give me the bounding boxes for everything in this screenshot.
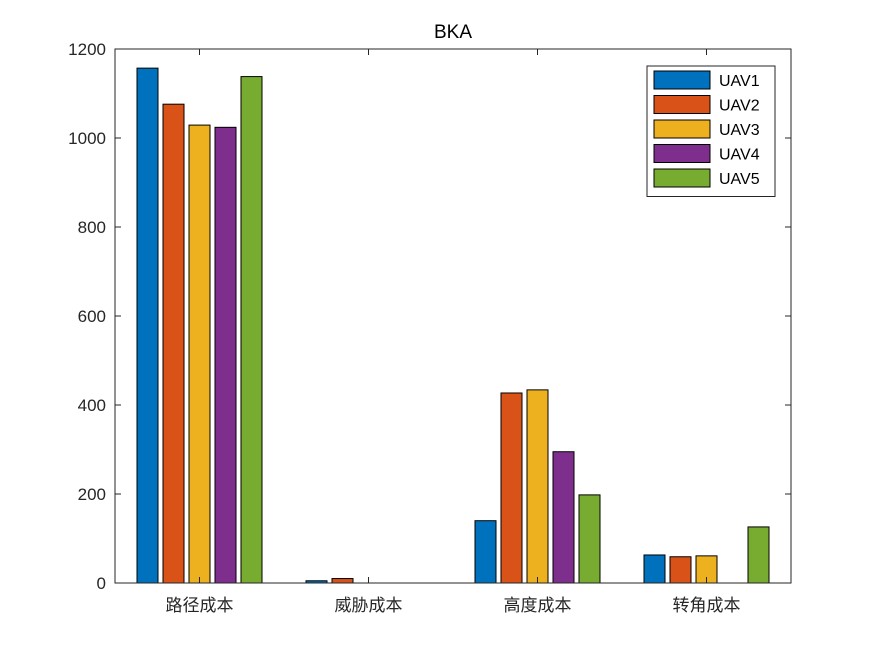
legend-swatch-uav1 <box>653 70 711 90</box>
y-tick-label: 200 <box>78 485 106 504</box>
x-tick-label: 路径成本 <box>166 596 234 616</box>
y-tick-label: 1000 <box>68 129 106 148</box>
legend-swatch-uav2 <box>653 95 711 114</box>
x-tick-label: 威胁成本 <box>335 596 403 616</box>
bar-uav4-2 <box>552 451 575 584</box>
legend-swatch-uav4 <box>653 144 711 163</box>
chart-title: BKA <box>434 22 472 43</box>
bar-uav5-2 <box>578 494 601 584</box>
bar-uav2-0 <box>162 103 185 584</box>
bar-uav2-3 <box>669 556 692 584</box>
bar-uav4-0 <box>214 126 237 584</box>
bar-uav1-2 <box>474 520 497 584</box>
bars-group <box>136 67 770 584</box>
bar-uav2-1 <box>331 578 354 584</box>
y-tick-label: 800 <box>78 218 106 237</box>
bar-uav1-0 <box>136 67 159 584</box>
legend-label-uav2: UAV2 <box>719 98 760 115</box>
legend: UAV1 UAV2 UAV3 UAV4 UAV5 <box>646 65 776 197</box>
y-tick-label: 600 <box>78 307 106 326</box>
y-axis: 0 200 400 600 800 1000 1200 <box>68 40 791 593</box>
bar-uav1-3 <box>643 554 666 584</box>
bar-uav2-2 <box>500 392 523 584</box>
x-tick-label: 高度成本 <box>504 596 572 616</box>
legend-label-uav4: UAV4 <box>719 147 760 164</box>
legend-swatch-uav5 <box>653 168 711 188</box>
y-tick-label: 0 <box>97 574 106 593</box>
y-tick-label: 400 <box>78 396 106 415</box>
bar-uav5-0 <box>240 76 263 584</box>
bar-uav5-3 <box>747 526 770 584</box>
legend-swatch-uav3 <box>653 119 711 139</box>
legend-label-uav5: UAV5 <box>719 171 760 188</box>
x-tick-label: 转角成本 <box>673 596 741 616</box>
x-axis: 路径成本 威胁成本 高度成本 转角成本 <box>166 49 741 616</box>
y-tick-label: 1200 <box>68 40 106 59</box>
bar-uav3-2 <box>526 389 549 584</box>
legend-label-uav1: UAV1 <box>719 73 760 90</box>
legend-label-uav3: UAV3 <box>719 122 760 139</box>
bar-uav3-0 <box>188 124 211 584</box>
